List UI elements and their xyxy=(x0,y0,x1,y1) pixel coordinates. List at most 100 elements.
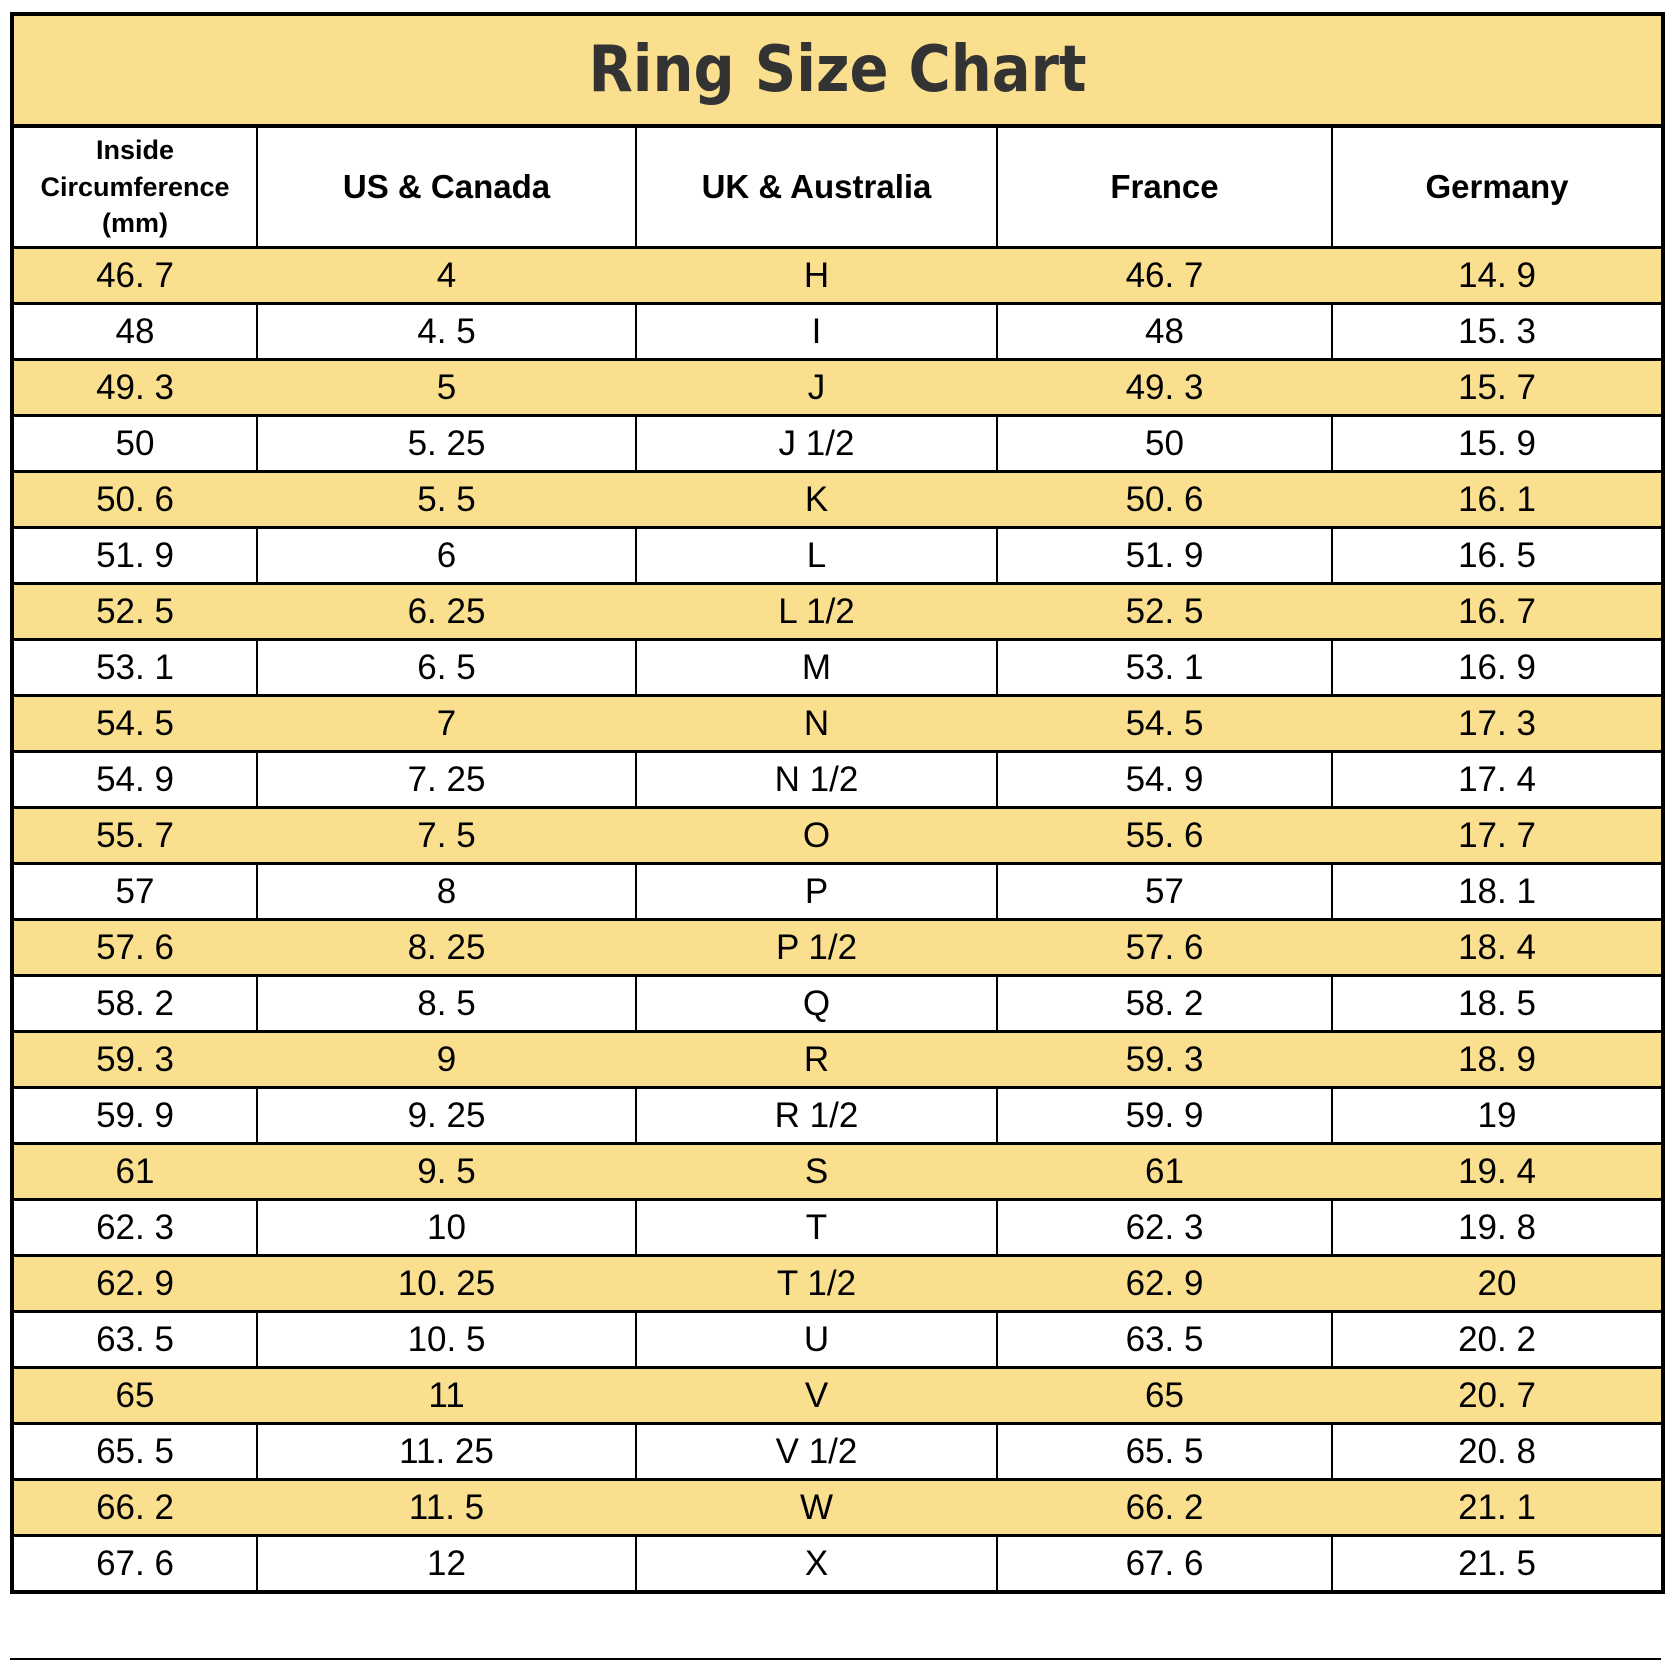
cell-germany: 17. 7 xyxy=(1332,807,1664,865)
cell-france: 55. 6 xyxy=(997,807,1332,865)
cell-us-canada: 7. 25 xyxy=(257,751,637,809)
cell-france: 50. 6 xyxy=(997,471,1332,529)
table-row: 62. 9 10. 25 T 1/2 62. 9 20 xyxy=(12,1255,1664,1313)
cell-us-canada: 4. 5 xyxy=(257,303,637,361)
cell-germany: 17. 3 xyxy=(1332,695,1664,753)
table-row: 65. 5 11. 25 V 1/2 65. 5 20. 8 xyxy=(12,1423,1664,1481)
title-row: Ring Size Chart xyxy=(12,14,1664,128)
cell-us-canada: 5 xyxy=(257,359,636,417)
cell-uk-australia: T xyxy=(636,1199,998,1257)
cell-france: 67. 6 xyxy=(997,1535,1333,1592)
cell-inside-circumference: 65. 5 xyxy=(12,1423,258,1481)
table-row: 54. 9 7. 25 N 1/2 54. 9 17. 4 xyxy=(12,751,1664,809)
table-row: 66. 2 11. 5 W 66. 2 21. 1 xyxy=(12,1479,1664,1537)
cell-france: 54. 9 xyxy=(997,751,1333,809)
cell-us-canada: 8 xyxy=(257,863,637,921)
cell-us-canada: 11. 25 xyxy=(257,1423,637,1481)
column-header-inside-circumference: Inside Circumference (mm) xyxy=(12,126,258,249)
cell-us-canada: 6. 5 xyxy=(257,639,637,697)
table-row: 48 4. 5 I 48 15. 3 xyxy=(12,303,1664,361)
ring-size-table: Ring Size Chart Inside Circumference (mm… xyxy=(10,12,1666,1594)
cell-germany: 20. 8 xyxy=(1332,1423,1664,1481)
table-row: 54. 5 7 N 54. 5 17. 3 xyxy=(12,695,1664,753)
cell-inside-circumference: 48 xyxy=(12,303,258,361)
cell-inside-circumference: 49. 3 xyxy=(12,359,257,417)
cell-uk-australia: X xyxy=(636,1535,998,1592)
cell-us-canada: 11. 5 xyxy=(257,1479,636,1537)
table-header-row: Inside Circumference (mm) US & Canada UK… xyxy=(12,126,1664,249)
cell-uk-australia: P 1/2 xyxy=(636,919,997,977)
cell-germany: 21. 1 xyxy=(1332,1479,1664,1537)
bottom-rule xyxy=(10,1658,1661,1660)
cell-inside-circumference: 52. 5 xyxy=(12,583,257,641)
table-row: 61 9. 5 S 61 19. 4 xyxy=(12,1143,1664,1201)
cell-us-canada: 10. 5 xyxy=(257,1311,637,1369)
cell-us-canada: 4 xyxy=(257,247,636,305)
cell-germany: 16. 5 xyxy=(1332,527,1664,585)
cell-us-canada: 10 xyxy=(257,1199,637,1257)
cell-germany: 16. 9 xyxy=(1332,639,1664,697)
cell-germany: 15. 3 xyxy=(1332,303,1664,361)
cell-inside-circumference: 54. 5 xyxy=(12,695,257,753)
table-row: 59. 3 9 R 59. 3 18. 9 xyxy=(12,1031,1664,1089)
cell-france: 65. 5 xyxy=(997,1423,1333,1481)
cell-uk-australia: L xyxy=(636,527,998,585)
cell-us-canada: 12 xyxy=(257,1535,637,1592)
cell-us-canada: 10. 25 xyxy=(257,1255,636,1313)
cell-us-canada: 7. 5 xyxy=(257,807,636,865)
cell-us-canada: 5. 25 xyxy=(257,415,637,473)
cell-us-canada: 6 xyxy=(257,527,637,585)
cell-inside-circumference: 51. 9 xyxy=(12,527,258,585)
table-row: 55. 7 7. 5 O 55. 6 17. 7 xyxy=(12,807,1664,865)
table-row: 52. 5 6. 25 L 1/2 52. 5 16. 7 xyxy=(12,583,1664,641)
column-header-germany: Germany xyxy=(1332,126,1664,249)
cell-inside-circumference: 57. 6 xyxy=(12,919,257,977)
column-header-us-canada: US & Canada xyxy=(257,126,637,249)
cell-us-canada: 7 xyxy=(257,695,636,753)
cell-uk-australia: J 1/2 xyxy=(636,415,998,473)
column-header-line1: Inside Circumference xyxy=(40,135,230,202)
cell-france: 61 xyxy=(997,1143,1332,1201)
cell-france: 57 xyxy=(997,863,1333,921)
cell-uk-australia: W xyxy=(636,1479,997,1537)
table-row: 58. 2 8. 5 Q 58. 2 18. 5 xyxy=(12,975,1664,1033)
cell-uk-australia: O xyxy=(636,807,997,865)
cell-france: 53. 1 xyxy=(997,639,1333,697)
cell-inside-circumference: 59. 3 xyxy=(12,1031,257,1089)
cell-germany: 18. 1 xyxy=(1332,863,1664,921)
cell-inside-circumference: 67. 6 xyxy=(12,1535,258,1592)
cell-france: 50 xyxy=(997,415,1333,473)
cell-germany: 20. 7 xyxy=(1332,1367,1664,1425)
cell-us-canada: 9. 5 xyxy=(257,1143,636,1201)
cell-france: 59. 3 xyxy=(997,1031,1332,1089)
cell-us-canada: 9. 25 xyxy=(257,1087,637,1145)
cell-us-canada: 11 xyxy=(257,1367,636,1425)
cell-inside-circumference: 58. 2 xyxy=(12,975,258,1033)
cell-inside-circumference: 50. 6 xyxy=(12,471,257,529)
table-row: 67. 6 12 X 67. 6 21. 5 xyxy=(12,1535,1664,1592)
cell-germany: 20 xyxy=(1332,1255,1664,1313)
cell-france: 46. 7 xyxy=(997,247,1332,305)
table-row: 51. 9 6 L 51. 9 16. 5 xyxy=(12,527,1664,585)
cell-france: 65 xyxy=(997,1367,1332,1425)
cell-france: 62. 3 xyxy=(997,1199,1333,1257)
cell-france: 59. 9 xyxy=(997,1087,1333,1145)
table-body: 46. 7 4 H 46. 7 14. 9 48 4. 5 I 48 15. 3 49. 3 5 J 49… xyxy=(12,247,1664,1592)
cell-france: 66. 2 xyxy=(997,1479,1332,1537)
cell-inside-circumference: 66. 2 xyxy=(12,1479,257,1537)
cell-inside-circumference: 54. 9 xyxy=(12,751,258,809)
cell-france: 49. 3 xyxy=(997,359,1332,417)
cell-uk-australia: R 1/2 xyxy=(636,1087,998,1145)
cell-uk-australia: I xyxy=(636,303,998,361)
cell-france: 58. 2 xyxy=(997,975,1333,1033)
table-row: 46. 7 4 H 46. 7 14. 9 xyxy=(12,247,1664,305)
cell-germany: 17. 4 xyxy=(1332,751,1664,809)
cell-uk-australia: H xyxy=(636,247,997,305)
cell-uk-australia: K xyxy=(636,471,997,529)
column-header-line2: (mm) xyxy=(102,208,168,239)
cell-inside-circumference: 65 xyxy=(12,1367,257,1425)
cell-us-canada: 9 xyxy=(257,1031,636,1089)
cell-germany: 19. 4 xyxy=(1332,1143,1664,1201)
cell-us-canada: 8. 5 xyxy=(257,975,637,1033)
table-row: 62. 3 10 T 62. 3 19. 8 xyxy=(12,1199,1664,1257)
